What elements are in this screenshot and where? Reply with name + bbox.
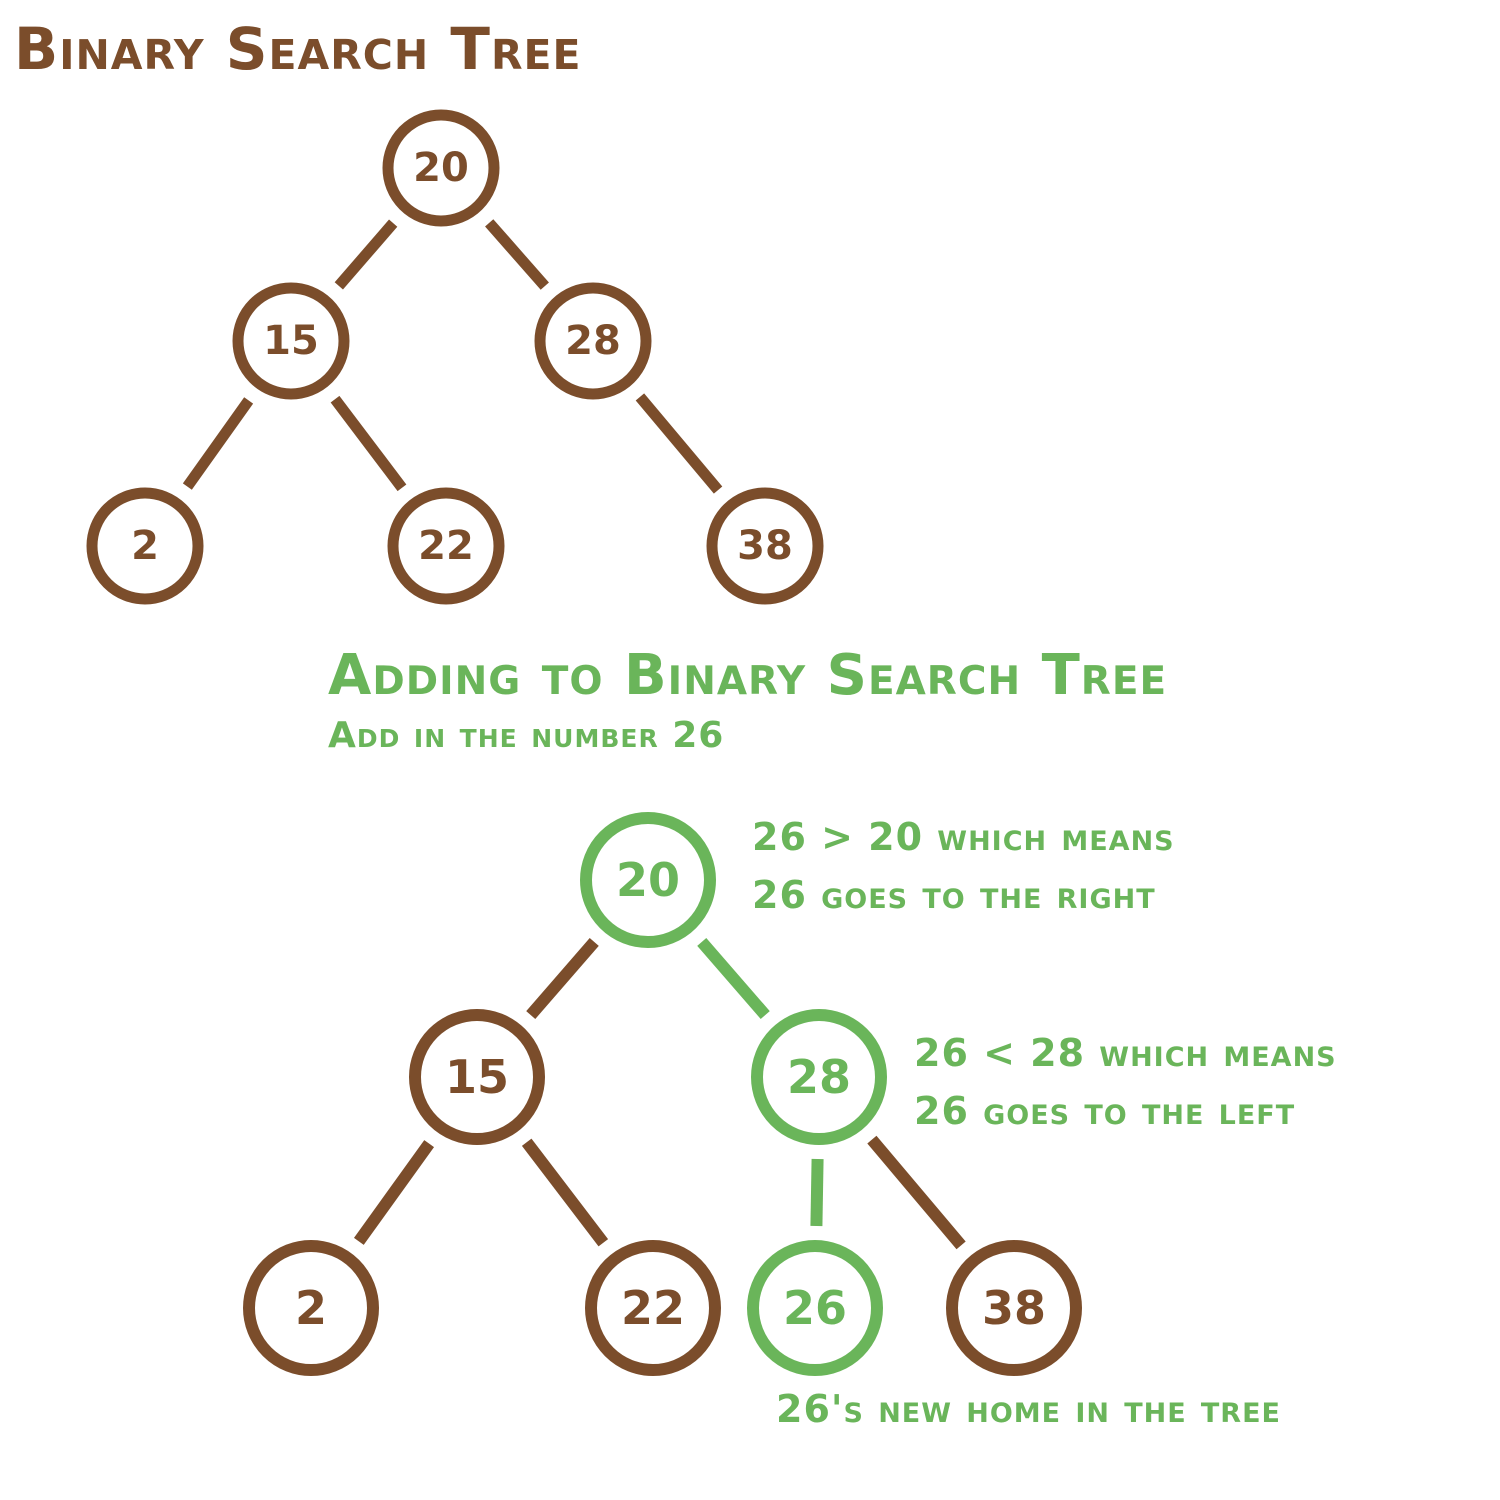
- node-value: 15: [445, 1050, 509, 1104]
- node-value: 28: [787, 1050, 851, 1104]
- adding-subtitle: Add in the number 26: [328, 715, 725, 756]
- insert-node-38: 38: [946, 1240, 1082, 1376]
- node-value: 20: [616, 853, 680, 907]
- tree-node-28: 28: [534, 282, 652, 400]
- node-circle: [751, 1009, 887, 1145]
- insert-node-2: 2: [243, 1240, 379, 1376]
- adding-title: Adding to Binary Search Tree: [328, 643, 1168, 708]
- node28-note-line2: 26 goes to the left: [914, 1089, 1296, 1133]
- node-value: 38: [737, 523, 793, 569]
- tree-node-20: 20: [382, 109, 500, 227]
- insert-node-28: 28: [751, 1009, 887, 1145]
- node-value: 20: [413, 145, 469, 191]
- node-circle: [534, 282, 652, 400]
- insert-node-26: 26: [747, 1240, 883, 1376]
- tree-edge-n15-n2: [182, 397, 254, 490]
- node-circle: [387, 487, 505, 605]
- node-value: 22: [621, 1281, 685, 1335]
- insert-edge-m20-m15: [526, 937, 599, 1020]
- new-home-note: 26's new home in the tree: [776, 1387, 1281, 1431]
- insert-edge-m28-m38: [867, 1135, 966, 1250]
- node-value: 28: [565, 318, 621, 364]
- bst-title: Binary Search Tree: [14, 15, 582, 83]
- node-circle: [243, 1240, 379, 1376]
- node28-note-line1: 26 < 28 which means: [914, 1031, 1337, 1075]
- root-note-line2: 26 goes to the right: [752, 873, 1156, 917]
- tree-edge-n15-n22: [330, 395, 407, 492]
- root-comparison-note: 26 > 20 which means 26 goes to the right: [752, 808, 1175, 924]
- tree-node-15: 15: [232, 282, 350, 400]
- tree-edge-n20-n28: [485, 219, 549, 290]
- node-value: 22: [418, 523, 474, 569]
- node-value: 2: [131, 523, 159, 569]
- tree-node-22: 22: [387, 487, 505, 605]
- node-circle: [382, 109, 500, 227]
- node-value: 26: [783, 1281, 847, 1335]
- tree-edge-n20-n15: [334, 219, 398, 290]
- node-circle: [232, 282, 350, 400]
- node-value: 15: [263, 318, 319, 364]
- node-circle: [946, 1240, 1082, 1376]
- root-note-line1: 26 > 20 which means: [752, 815, 1175, 859]
- node-circle: [585, 1240, 721, 1376]
- insert-node-22: 22: [585, 1240, 721, 1376]
- tree-node-2: 2: [86, 487, 204, 605]
- node-value: 2: [295, 1281, 327, 1335]
- node-value: 38: [982, 1281, 1046, 1335]
- insert-edge-m20-m28: [697, 937, 770, 1020]
- insert-edge-m15-m2: [353, 1140, 435, 1245]
- tree-edge-n28-n38: [635, 393, 723, 494]
- node-circle: [706, 487, 824, 605]
- insert-edge-m15-m22: [521, 1138, 609, 1247]
- tree-node-38: 38: [706, 487, 824, 605]
- insert-node-15: 15: [409, 1009, 545, 1145]
- node-circle: [86, 487, 204, 605]
- node-circle: [580, 812, 716, 948]
- node-circle: [747, 1240, 883, 1376]
- node28-comparison-note: 26 < 28 which means 26 goes to the left: [914, 1024, 1337, 1140]
- insert-edge-m28-m26: [810, 1158, 824, 1227]
- node-circle: [409, 1009, 545, 1145]
- insert-node-20: 20: [580, 812, 716, 948]
